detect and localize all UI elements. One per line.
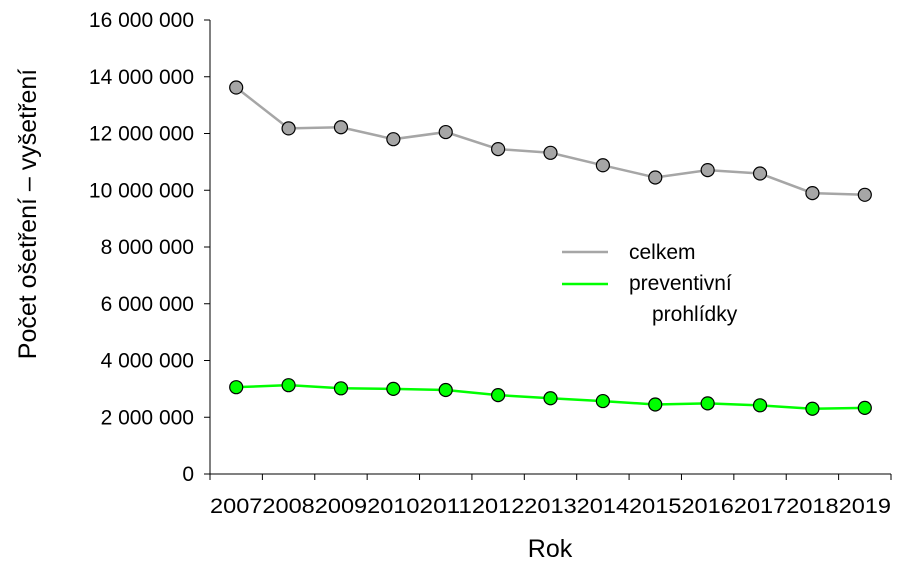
x-tick-label: 2018 — [786, 495, 838, 518]
x-axis-title: Rok — [528, 535, 573, 563]
y-tick-label: 12 000 000 — [89, 123, 194, 146]
legend: celkem preventivní prohlídky — [562, 241, 738, 326]
data-point — [595, 158, 610, 173]
x-tick-label: 2007 — [210, 495, 262, 518]
data-point — [386, 132, 401, 147]
data-point — [229, 380, 244, 395]
y-tick-label: 2 000 000 — [101, 406, 194, 429]
legend-label-preventivni: preventivní — [629, 272, 732, 295]
data-point — [491, 142, 506, 157]
data-point — [805, 185, 820, 201]
series-layer — [229, 80, 872, 416]
x-tick-label: 2009 — [315, 495, 367, 518]
data-point — [438, 124, 453, 140]
data-point — [857, 400, 872, 415]
x-tick-label: 2017 — [734, 495, 786, 518]
y-axis-title: Počet ošetření – vyšetření — [14, 69, 42, 359]
x-tick-label: 2015 — [629, 495, 681, 518]
data-point — [229, 80, 244, 95]
y-tick-label: 16 000 000 — [89, 9, 194, 32]
data-point — [281, 378, 296, 393]
x-tick-label: 2016 — [681, 495, 733, 518]
data-point — [752, 398, 768, 413]
data-point — [386, 381, 401, 396]
x-tick-label: 2014 — [577, 495, 630, 518]
data-point — [648, 397, 663, 412]
x-tick-label: 2019 — [839, 495, 891, 518]
x-tick-label: 2008 — [262, 495, 314, 518]
data-point — [543, 145, 558, 160]
series-preventivni-prohlidky — [229, 378, 872, 416]
x-tick-label: 2011 — [420, 495, 472, 518]
data-point — [752, 166, 768, 181]
legend-label-celkem: celkem — [629, 241, 696, 264]
data-point — [281, 121, 296, 136]
y-tick-label: 6 000 000 — [101, 293, 194, 316]
data-point — [438, 382, 453, 398]
x-tick-label: 2013 — [524, 495, 576, 518]
data-point — [491, 388, 506, 403]
data-point — [805, 401, 820, 416]
y-axis: 0 2 000 000 4 000 000 6 000 000 8 000 000 10 … — [89, 9, 211, 486]
data-point — [700, 163, 715, 178]
x-tick-label: 2012 — [472, 495, 524, 518]
y-tick-label: 14 000 000 — [89, 66, 194, 89]
data-point — [595, 393, 610, 409]
y-tick-label: 10 000 000 — [89, 179, 194, 202]
data-point — [333, 120, 349, 135]
series-line — [235, 86, 865, 197]
series-celkem — [229, 80, 872, 202]
y-tick-label: 8 000 000 — [101, 236, 194, 259]
data-point — [333, 381, 349, 396]
data-point — [543, 391, 558, 406]
data-point — [700, 396, 715, 411]
x-tick-label: 2010 — [367, 495, 419, 518]
data-point — [857, 187, 872, 202]
x-axis: 2007 2008 2009 2010 2011 2012 2013 2014 2015 2016… — [209, 473, 892, 518]
y-tick-label: 0 — [182, 463, 194, 486]
data-point — [648, 170, 663, 185]
y-tick-label: 4 000 000 — [101, 350, 194, 373]
legend-label-prohlidky: prohlídky — [652, 303, 738, 326]
